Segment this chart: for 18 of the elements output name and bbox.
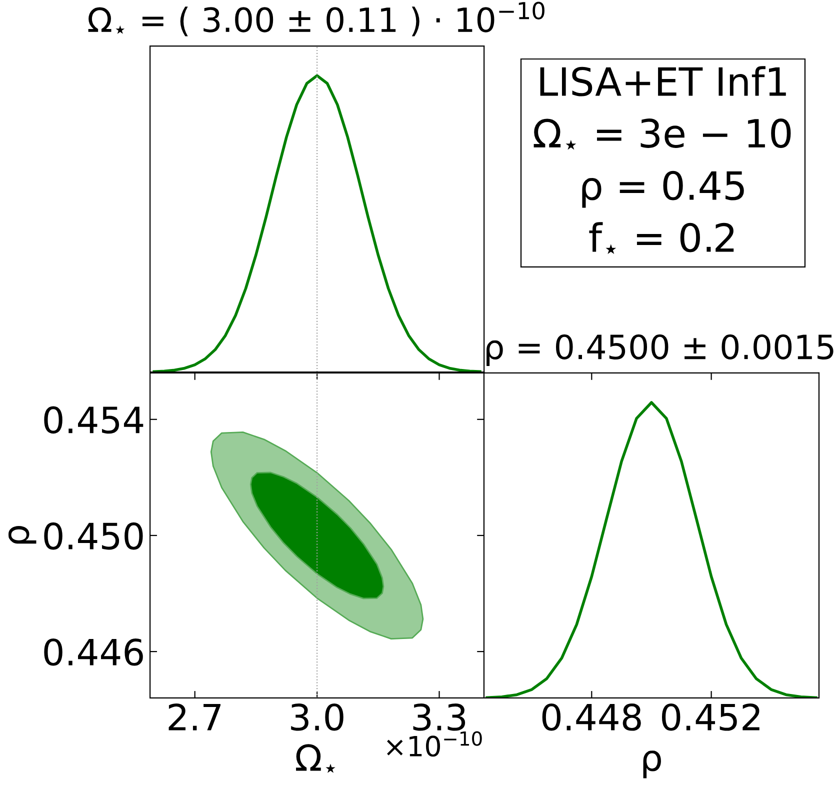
text: f$_{⋆}$ = 0.2 bbox=[589, 222, 734, 254]
chart-title: ρ = 0.4500 ± 0.0015 bbox=[486, 334, 834, 366]
text: Ω$_{⋆}$ = 3e − 10 bbox=[534, 118, 791, 150]
y-tick-label: 0.454 bbox=[44, 406, 144, 434]
text: ×10$^{−10}$ bbox=[387, 731, 482, 757]
text: ρ = 0.45 bbox=[582, 170, 744, 208]
y-tick-label: 0.446 bbox=[44, 638, 143, 666]
x-tick-label: 0.448 bbox=[542, 703, 641, 731]
y-tick-label: 0.450 bbox=[44, 522, 143, 550]
x-tick-label: 3.3 bbox=[413, 703, 466, 731]
x-tick-label: 2.7 bbox=[168, 703, 220, 730]
x-tick-label: 3.0 bbox=[291, 703, 344, 731]
x-axis-title: ρ bbox=[643, 750, 661, 778]
x-axis-title: Ω$_{⋆}$ bbox=[296, 744, 336, 773]
chart-title: Ω$_{⋆}$ = ( 3.00 ± 0.11 ) · 10$^{−10}$ bbox=[88, 2, 544, 36]
x-tick-label: 0.452 bbox=[662, 703, 760, 731]
y-axis-title: ρ bbox=[8, 526, 36, 544]
text: LISA+ET Inf1 bbox=[540, 66, 786, 96]
